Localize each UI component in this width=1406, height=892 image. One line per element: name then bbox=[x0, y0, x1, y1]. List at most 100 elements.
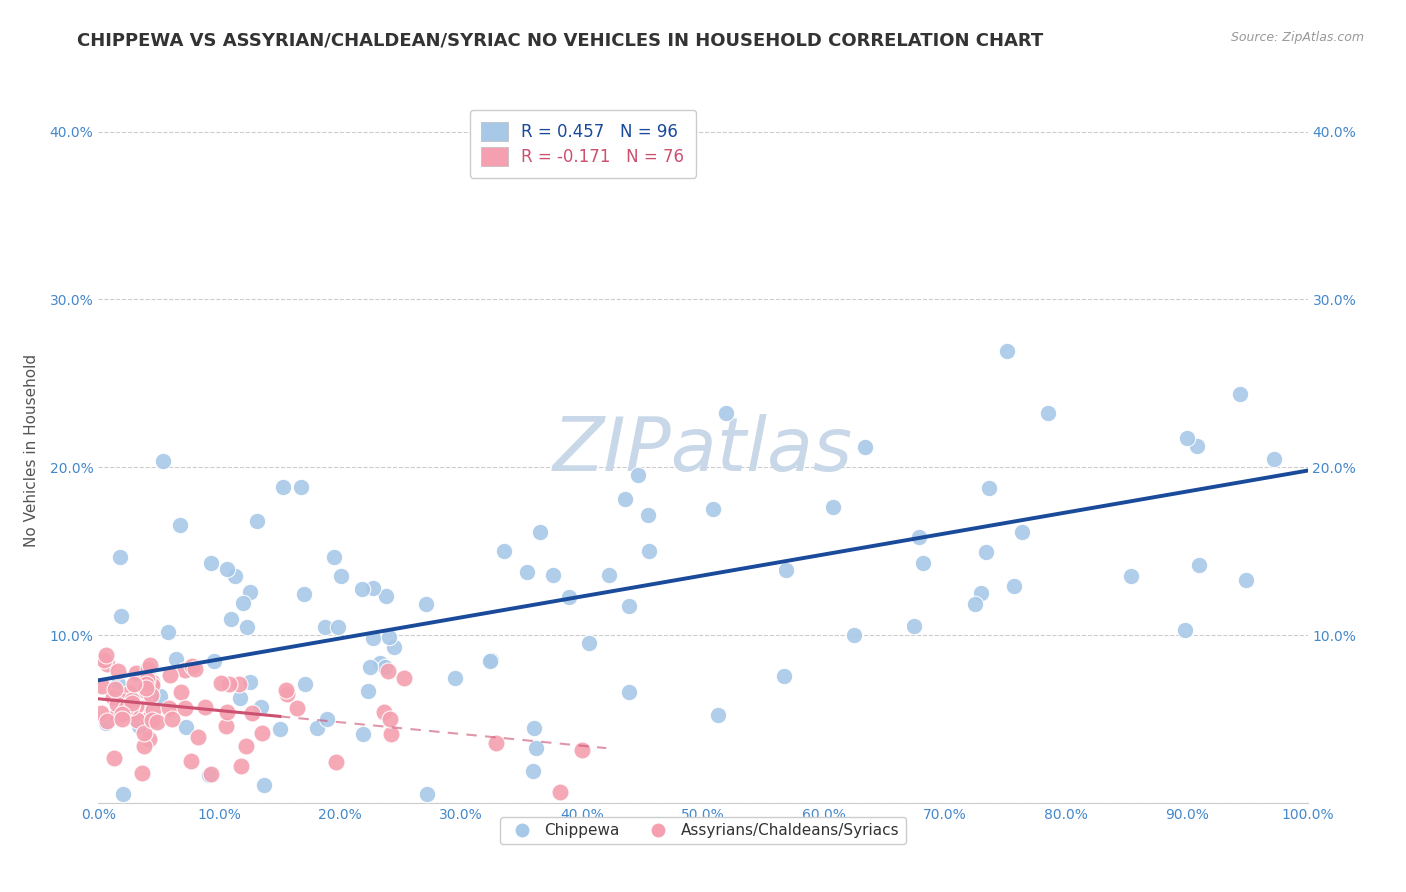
Point bbox=[377, 665, 399, 679]
Point bbox=[105, 697, 128, 711]
Point bbox=[707, 707, 730, 722]
Point bbox=[103, 750, 125, 764]
Point bbox=[209, 675, 232, 690]
Point bbox=[232, 596, 254, 610]
Point bbox=[187, 730, 209, 744]
Point bbox=[138, 662, 160, 676]
Point bbox=[128, 699, 150, 714]
Point bbox=[330, 568, 353, 582]
Point bbox=[214, 719, 236, 733]
Point bbox=[619, 685, 641, 699]
Point bbox=[136, 672, 159, 686]
Point bbox=[152, 453, 174, 467]
Point bbox=[637, 544, 659, 558]
Point bbox=[714, 406, 737, 420]
Point bbox=[373, 706, 395, 720]
Point bbox=[96, 657, 118, 672]
Point bbox=[557, 590, 579, 604]
Point bbox=[200, 557, 222, 571]
Point bbox=[174, 720, 197, 734]
Point bbox=[359, 659, 381, 673]
Point bbox=[146, 714, 169, 729]
Point bbox=[529, 524, 551, 539]
Point bbox=[392, 671, 415, 685]
Point bbox=[522, 764, 544, 778]
Point bbox=[613, 491, 636, 506]
Point bbox=[170, 685, 193, 699]
Point bbox=[1002, 579, 1025, 593]
Point bbox=[217, 562, 239, 576]
Point bbox=[316, 712, 339, 726]
Point bbox=[132, 739, 155, 753]
Point bbox=[157, 625, 180, 640]
Point bbox=[94, 715, 117, 730]
Point bbox=[184, 662, 207, 676]
Point bbox=[122, 677, 145, 691]
Point bbox=[218, 677, 240, 691]
Point bbox=[198, 768, 221, 782]
Point bbox=[548, 784, 571, 798]
Point bbox=[352, 727, 374, 741]
Point bbox=[142, 703, 165, 717]
Point bbox=[141, 678, 163, 692]
Point bbox=[290, 480, 312, 494]
Point bbox=[1119, 569, 1142, 583]
Point bbox=[90, 679, 112, 693]
Point bbox=[479, 654, 502, 668]
Point bbox=[125, 699, 148, 714]
Point bbox=[229, 691, 252, 706]
Point bbox=[908, 530, 931, 544]
Point bbox=[1229, 387, 1251, 401]
Point bbox=[94, 648, 117, 663]
Text: ZIPatlas: ZIPatlas bbox=[553, 415, 853, 486]
Point bbox=[974, 544, 997, 558]
Point bbox=[239, 674, 262, 689]
Point bbox=[180, 658, 202, 673]
Point bbox=[821, 500, 844, 515]
Point bbox=[194, 700, 217, 714]
Point bbox=[578, 636, 600, 650]
Point bbox=[444, 671, 467, 685]
Point bbox=[541, 568, 564, 582]
Point bbox=[110, 608, 132, 623]
Point bbox=[380, 727, 402, 741]
Point bbox=[479, 653, 502, 667]
Point bbox=[128, 719, 150, 733]
Point bbox=[231, 759, 253, 773]
Point bbox=[252, 726, 274, 740]
Point bbox=[111, 712, 134, 726]
Point bbox=[138, 658, 160, 673]
Point bbox=[104, 681, 127, 696]
Point bbox=[160, 712, 183, 726]
Point bbox=[1234, 573, 1257, 587]
Point bbox=[523, 721, 546, 735]
Point bbox=[274, 683, 297, 698]
Point bbox=[326, 620, 349, 634]
Legend: Chippewa, Assyrians/Chaldeans/Syriacs: Chippewa, Assyrians/Chaldeans/Syriacs bbox=[501, 817, 905, 845]
Point bbox=[617, 599, 640, 614]
Point bbox=[253, 778, 276, 792]
Point bbox=[235, 739, 257, 754]
Point bbox=[139, 688, 162, 702]
Point bbox=[242, 706, 264, 721]
Point bbox=[112, 788, 135, 802]
Point bbox=[325, 756, 347, 770]
Point bbox=[314, 619, 336, 633]
Point bbox=[637, 508, 659, 522]
Point bbox=[121, 693, 143, 707]
Point bbox=[136, 712, 159, 726]
Point bbox=[135, 681, 157, 696]
Point bbox=[378, 712, 401, 726]
Point bbox=[135, 684, 157, 698]
Point bbox=[202, 655, 225, 669]
Point bbox=[238, 585, 260, 599]
Point bbox=[217, 705, 239, 719]
Point bbox=[307, 721, 329, 735]
Point bbox=[132, 726, 155, 740]
Point bbox=[374, 659, 396, 673]
Point bbox=[415, 597, 437, 611]
Point bbox=[772, 669, 794, 683]
Point bbox=[357, 683, 380, 698]
Point bbox=[157, 701, 180, 715]
Point bbox=[382, 640, 405, 654]
